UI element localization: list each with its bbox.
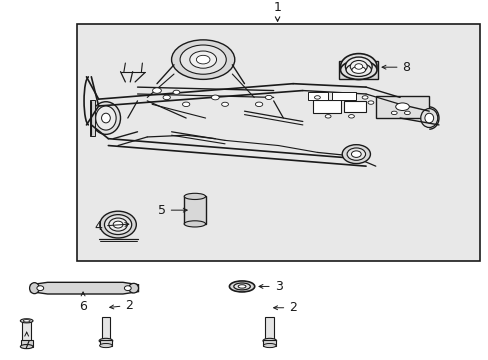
Ellipse shape [367, 101, 373, 104]
Ellipse shape [255, 102, 262, 107]
Bar [102, 318, 110, 340]
Ellipse shape [390, 111, 396, 114]
Bar [312, 100, 340, 113]
Bar [22, 321, 31, 341]
Ellipse shape [100, 343, 112, 348]
Ellipse shape [238, 285, 245, 288]
Bar [21, 341, 32, 347]
Ellipse shape [196, 55, 209, 64]
Ellipse shape [349, 60, 366, 72]
Bar [375, 96, 428, 118]
Ellipse shape [184, 221, 205, 227]
Text: 1: 1 [273, 1, 281, 21]
Polygon shape [30, 282, 138, 294]
Bar [184, 197, 205, 224]
Ellipse shape [340, 54, 376, 80]
Ellipse shape [102, 113, 110, 123]
Ellipse shape [91, 102, 120, 134]
Ellipse shape [96, 106, 116, 130]
Ellipse shape [345, 57, 371, 76]
Text: 7: 7 [22, 332, 31, 352]
Ellipse shape [124, 286, 131, 291]
Ellipse shape [229, 281, 254, 292]
Ellipse shape [30, 283, 39, 294]
Ellipse shape [362, 96, 367, 99]
Ellipse shape [189, 51, 216, 68]
Ellipse shape [420, 109, 437, 127]
Bar [263, 341, 276, 346]
Bar [339, 61, 377, 78]
Ellipse shape [163, 95, 170, 100]
Ellipse shape [340, 60, 376, 80]
Ellipse shape [351, 151, 361, 157]
Ellipse shape [152, 88, 161, 93]
Ellipse shape [109, 218, 127, 231]
Text: 8: 8 [381, 61, 410, 74]
Text: 5: 5 [158, 204, 187, 217]
Bar [100, 341, 112, 346]
Ellipse shape [100, 211, 136, 238]
Ellipse shape [104, 215, 131, 235]
Text: 2: 2 [273, 301, 297, 314]
Ellipse shape [348, 114, 354, 118]
Ellipse shape [20, 319, 33, 323]
Ellipse shape [128, 283, 138, 293]
Ellipse shape [182, 102, 189, 107]
Ellipse shape [354, 64, 362, 69]
Ellipse shape [171, 40, 234, 80]
Bar [77, 23, 479, 261]
Ellipse shape [99, 338, 113, 343]
Ellipse shape [351, 67, 365, 73]
Ellipse shape [211, 95, 219, 100]
Ellipse shape [346, 63, 371, 76]
Ellipse shape [325, 114, 330, 118]
Ellipse shape [263, 343, 276, 348]
Text: 6: 6 [79, 292, 87, 313]
Ellipse shape [342, 145, 370, 163]
Bar [265, 318, 274, 340]
Ellipse shape [395, 103, 408, 111]
Bar [344, 101, 366, 112]
Ellipse shape [37, 286, 43, 291]
Text: 4: 4 [94, 220, 128, 233]
Ellipse shape [113, 221, 122, 228]
Ellipse shape [346, 148, 365, 160]
Ellipse shape [180, 45, 226, 74]
Bar [90, 100, 95, 136]
Text: 2: 2 [109, 299, 133, 312]
Ellipse shape [314, 96, 320, 99]
Ellipse shape [265, 95, 272, 99]
Text: 3: 3 [259, 280, 282, 293]
Bar [331, 91, 356, 100]
Bar [307, 91, 327, 100]
Ellipse shape [221, 102, 228, 106]
Ellipse shape [184, 193, 205, 199]
Ellipse shape [23, 320, 30, 322]
Ellipse shape [263, 338, 276, 343]
Ellipse shape [173, 90, 180, 94]
Ellipse shape [424, 113, 433, 123]
Ellipse shape [233, 283, 250, 290]
Ellipse shape [404, 111, 409, 114]
Ellipse shape [20, 345, 33, 348]
